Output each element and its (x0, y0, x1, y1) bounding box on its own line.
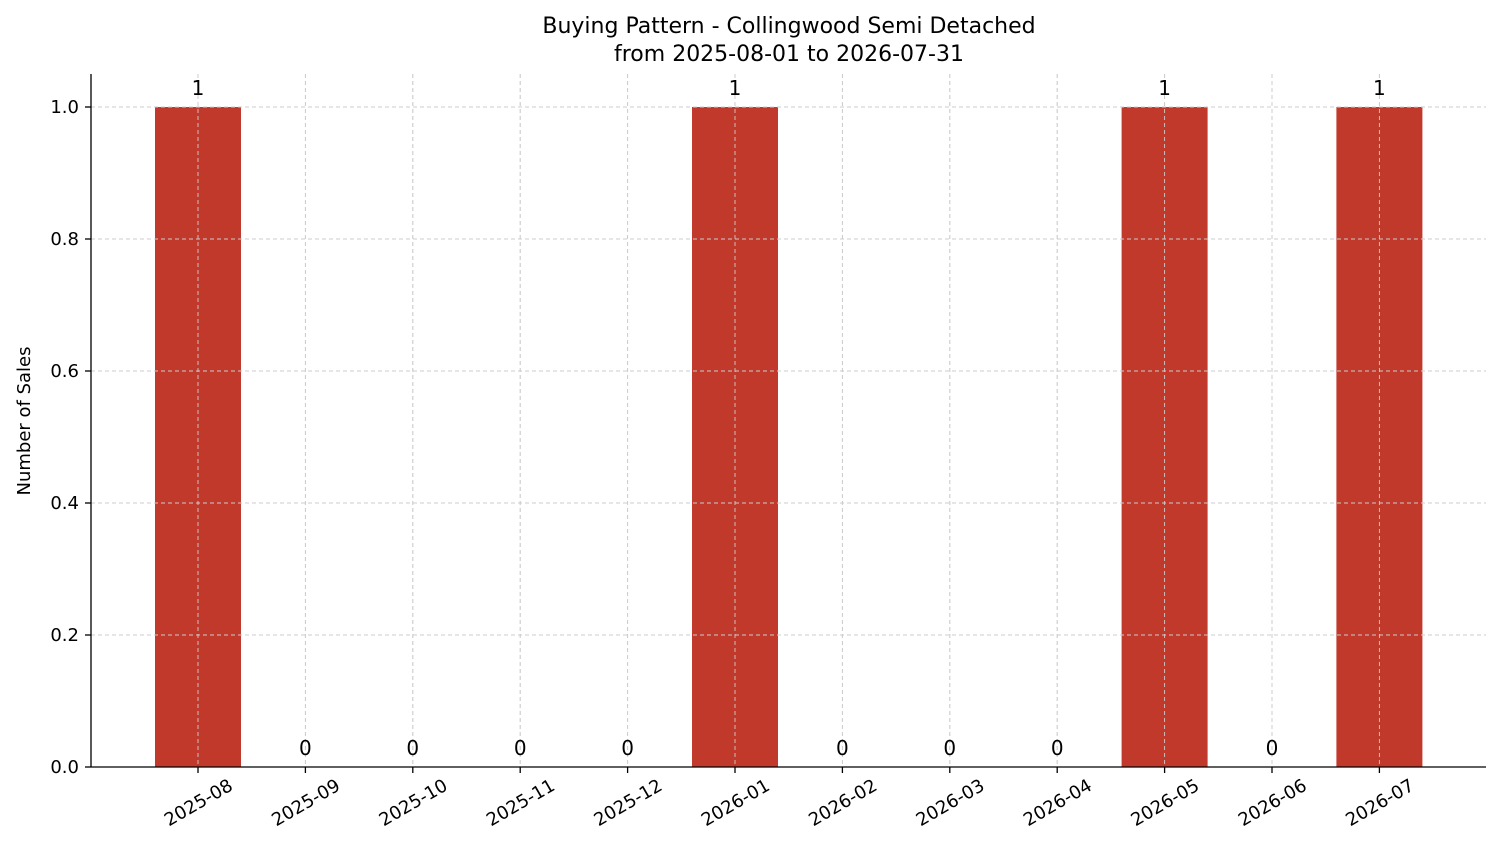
y-tick-label: 0.4 (50, 493, 79, 514)
y-tick-label: 0.0 (50, 757, 79, 778)
x-tick-label: 2025-09 (268, 775, 344, 831)
bar-data-label: 0 (943, 736, 956, 760)
x-tick-label: 2026-05 (1127, 775, 1203, 831)
bar-data-label: 0 (299, 736, 312, 760)
x-tick-label: 2025-08 (161, 775, 237, 831)
x-tick-label: 2026-04 (1020, 775, 1096, 831)
y-tick-label: 0.2 (50, 625, 79, 646)
x-tick-label: 2026-07 (1342, 775, 1418, 831)
y-tick-label: 0.6 (50, 361, 79, 382)
bar-data-label: 0 (1051, 736, 1064, 760)
bar-data-label: 0 (1266, 736, 1279, 760)
x-tick-label: 2025-12 (590, 775, 666, 831)
x-tick-label: 2026-06 (1235, 775, 1311, 831)
bar-data-label: 1 (729, 76, 742, 100)
bar (1121, 107, 1208, 767)
bar-data-label: 0 (406, 736, 419, 760)
x-tick-label: 2026-01 (698, 775, 774, 831)
chart-subtitle: from 2025-08-01 to 2026-07-31 (614, 42, 964, 67)
bar-data-label: 0 (621, 736, 634, 760)
x-tick-label: 2025-11 (483, 775, 559, 831)
bar-data-label: 0 (836, 736, 849, 760)
bar-data-label: 1 (1373, 76, 1386, 100)
y-tick-label: 0.8 (50, 229, 79, 250)
bar-data-label: 1 (1158, 76, 1171, 100)
bar-data-label: 0 (514, 736, 527, 760)
bar (155, 107, 241, 767)
y-axis-label: Number of Sales (14, 346, 35, 495)
x-tick-label: 2026-03 (913, 775, 989, 831)
y-tick-label: 1.0 (50, 97, 79, 118)
bar (692, 107, 778, 767)
bar (1336, 107, 1423, 767)
bar-layer (91, 74, 1486, 768)
data-label-layer: 1 0 0 0 0 1 0 0 0 1 0 1 (192, 76, 1386, 760)
chart-title: Buying Pattern - Collingwood Semi Detach… (542, 14, 1035, 39)
bar-data-label: 1 (192, 76, 205, 100)
grid-layer (91, 74, 1486, 768)
x-tick-label: 2026-02 (805, 775, 881, 831)
x-tick-label: 2025-10 (376, 775, 452, 831)
